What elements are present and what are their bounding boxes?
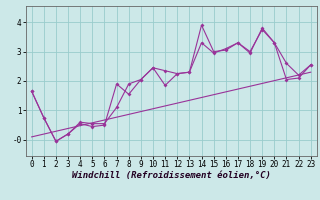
X-axis label: Windchill (Refroidissement éolien,°C): Windchill (Refroidissement éolien,°C) xyxy=(72,171,271,180)
